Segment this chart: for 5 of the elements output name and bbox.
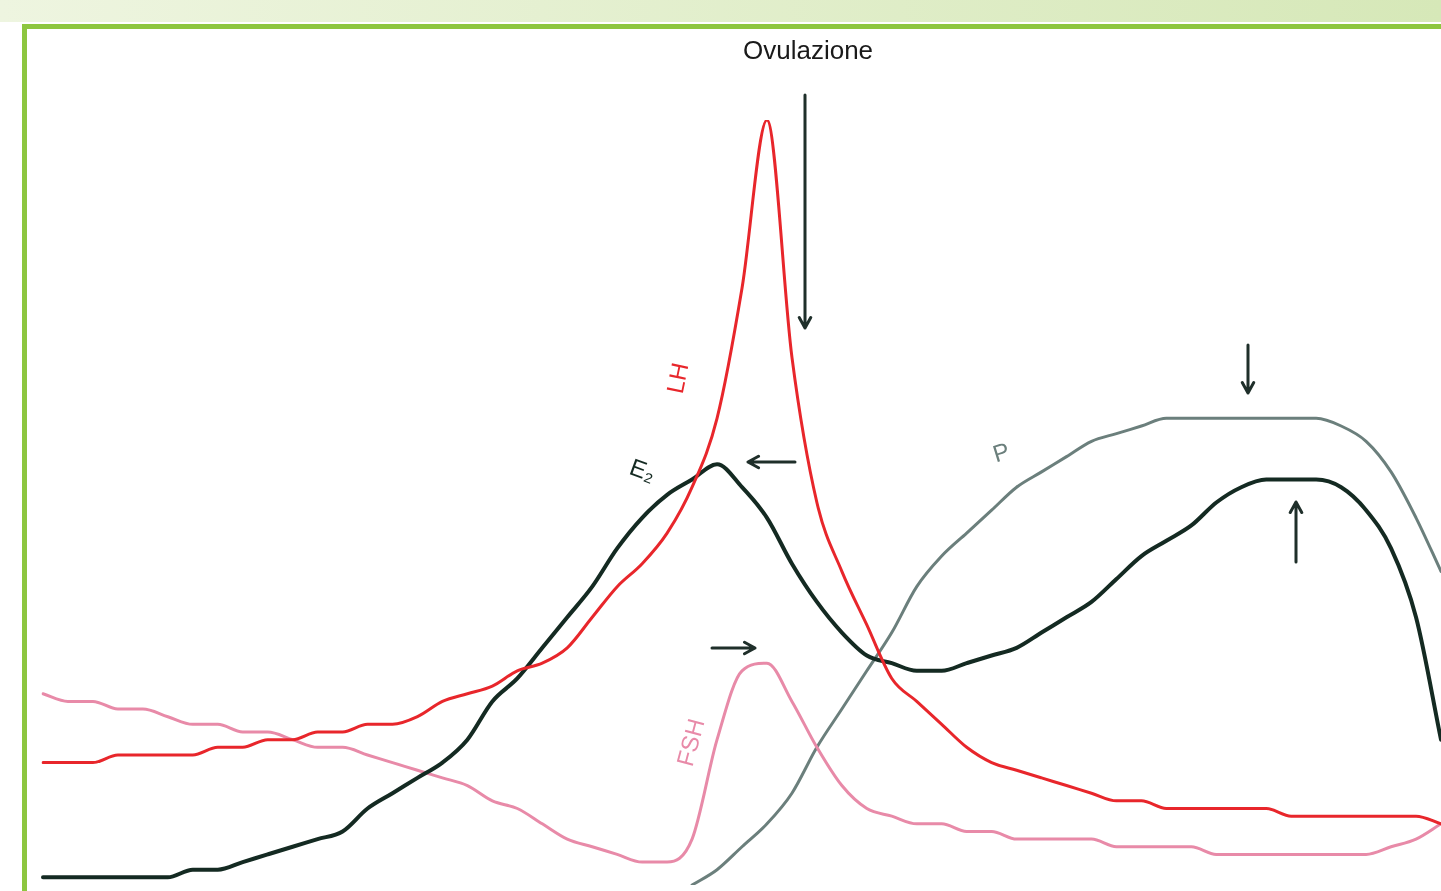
- text: E₂: [626, 452, 660, 487]
- text: LH: [660, 360, 694, 396]
- text: FSH: [670, 715, 710, 769]
- text: P: [989, 436, 1013, 468]
- text: Ovulazione: [742, 35, 874, 66]
